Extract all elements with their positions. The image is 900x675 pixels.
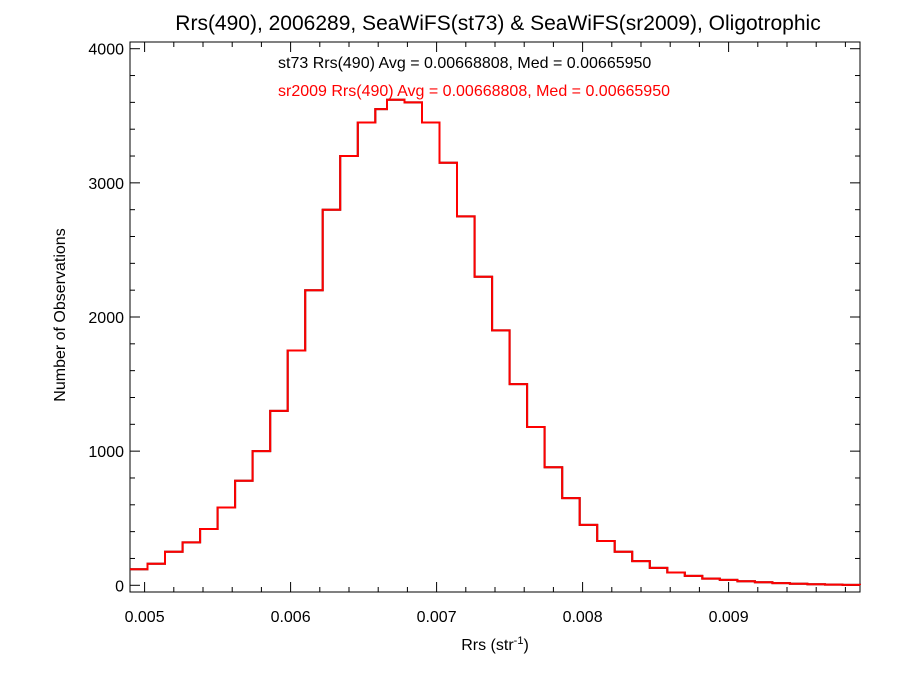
histogram-series-2: [130, 98, 861, 586]
y-tick-label: 0: [115, 578, 124, 595]
chart-title: Rrs(490), 2006289, SeaWiFS(st73) & SeaWi…: [175, 12, 820, 35]
x-tick-label: 0.005: [125, 609, 165, 626]
x-tick-label: 0.006: [271, 609, 311, 626]
annotation-line-2: sr2009 Rrs(490) Avg = 0.00668808, Med = …: [278, 83, 670, 100]
x-tick-label: 0.009: [709, 609, 749, 626]
annotation-line-1: st73 Rrs(490) Avg = 0.00668808, Med = 0.…: [278, 55, 651, 72]
x-axis-title: Rrs (str-1): [461, 635, 529, 654]
y-tick-label: 3000: [88, 176, 124, 193]
x-tick-label: 0.007: [417, 609, 457, 626]
y-axis-ticks: 0 1000 2000 3000 4000: [88, 42, 860, 595]
y-axis-title: Number of Observations: [52, 228, 69, 401]
y-tick-label: 4000: [88, 42, 124, 59]
plot-frame: [129, 41, 861, 593]
annotation-layer: st73 Rrs(490) Avg = 0.00668808, Med = 0.…: [278, 55, 670, 100]
histogram-series-1: [130, 98, 861, 586]
plot-border: [129, 41, 861, 593]
x-axis-ticks: 0.005 0.006 0.007 0.008 0.009: [125, 42, 846, 626]
y-tick-label: 2000: [88, 310, 124, 327]
x-tick-label: 0.008: [563, 609, 603, 626]
series-layer: [130, 98, 861, 586]
y-tick-label: 1000: [88, 444, 124, 461]
